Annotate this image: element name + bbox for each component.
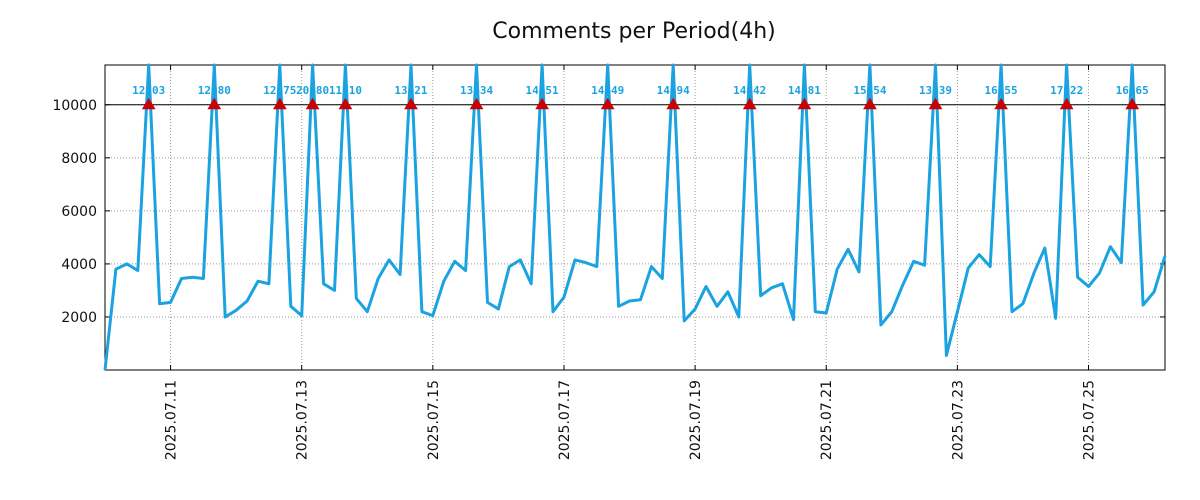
y-axis: 2000 4000 6000 8000 10000 (52, 98, 1165, 326)
peak-marker (305, 97, 320, 110)
peak-label: 13634 (460, 84, 493, 97)
peak-marker (535, 97, 549, 110)
peak-marker (207, 97, 222, 110)
peak-label: 14594 (657, 84, 690, 97)
peak-label: 14881 (788, 84, 821, 97)
series-layer (103, 63, 1167, 371)
peak-label: 14442 (733, 84, 766, 97)
y-tick-label: 6000 (61, 204, 97, 220)
x-tick-label: 2025.07.11 (164, 380, 180, 460)
x-tick-label: 2025.07.23 (950, 380, 966, 460)
peak-label: 20880 (296, 84, 329, 97)
plot-frame (104, 64, 1166, 371)
peak-marker (742, 97, 757, 110)
peak-marker (666, 97, 681, 110)
peak-label: 13439 (919, 84, 952, 97)
y-tick-label: 4000 (61, 257, 97, 273)
series-line (103, 63, 1167, 371)
peak-label: 15654 (853, 84, 886, 97)
peak-label: 14351 (526, 84, 559, 97)
peak-marker (994, 97, 1008, 110)
chart-title: Comments per Period(4h) (492, 19, 776, 44)
x-tick-label: 2025.07.17 (557, 380, 573, 460)
x-tick-label: 2025.07.21 (819, 380, 835, 460)
peak-label: 17922 (1050, 84, 1083, 97)
x-tick-label: 2025.07.19 (688, 380, 704, 460)
peak-marker (272, 97, 287, 110)
peak-marker (1059, 97, 1074, 110)
peak-layer: 12703 12980 12575 20880 11510 13621 13634 14351… (132, 84, 1149, 110)
x-axis: 2025.07.11 2025.07.13 2025.07.15 2025.07.17… (164, 65, 1098, 460)
x-tick-label: 2025.07.15 (426, 380, 442, 460)
peak-label: 13621 (394, 84, 427, 97)
peak-label: 11510 (329, 84, 362, 97)
grid-lines (105, 65, 1165, 370)
peak-marker (1125, 97, 1140, 110)
peak-label: 16155 (985, 84, 1018, 97)
peak-label: 14449 (591, 84, 624, 97)
peak-marker (338, 97, 353, 110)
peak-marker (797, 97, 812, 110)
peak-label: 16465 (1116, 84, 1149, 97)
peak-marker (469, 97, 484, 110)
y-tick-label: 8000 (61, 151, 97, 167)
peak-marker (404, 97, 418, 110)
peak-marker (863, 97, 877, 110)
peak-marker (928, 97, 943, 110)
y-tick-label: 2000 (61, 310, 97, 326)
peak-marker (600, 97, 615, 110)
peak-label: 12703 (132, 84, 165, 97)
x-tick-label: 2025.07.25 (1082, 380, 1098, 460)
peak-label: 12980 (198, 84, 231, 97)
y-tick-label: 10000 (52, 98, 97, 114)
peak-label: 12575 (263, 84, 296, 97)
x-tick-label: 2025.07.13 (295, 380, 311, 460)
peak-marker (141, 97, 156, 110)
